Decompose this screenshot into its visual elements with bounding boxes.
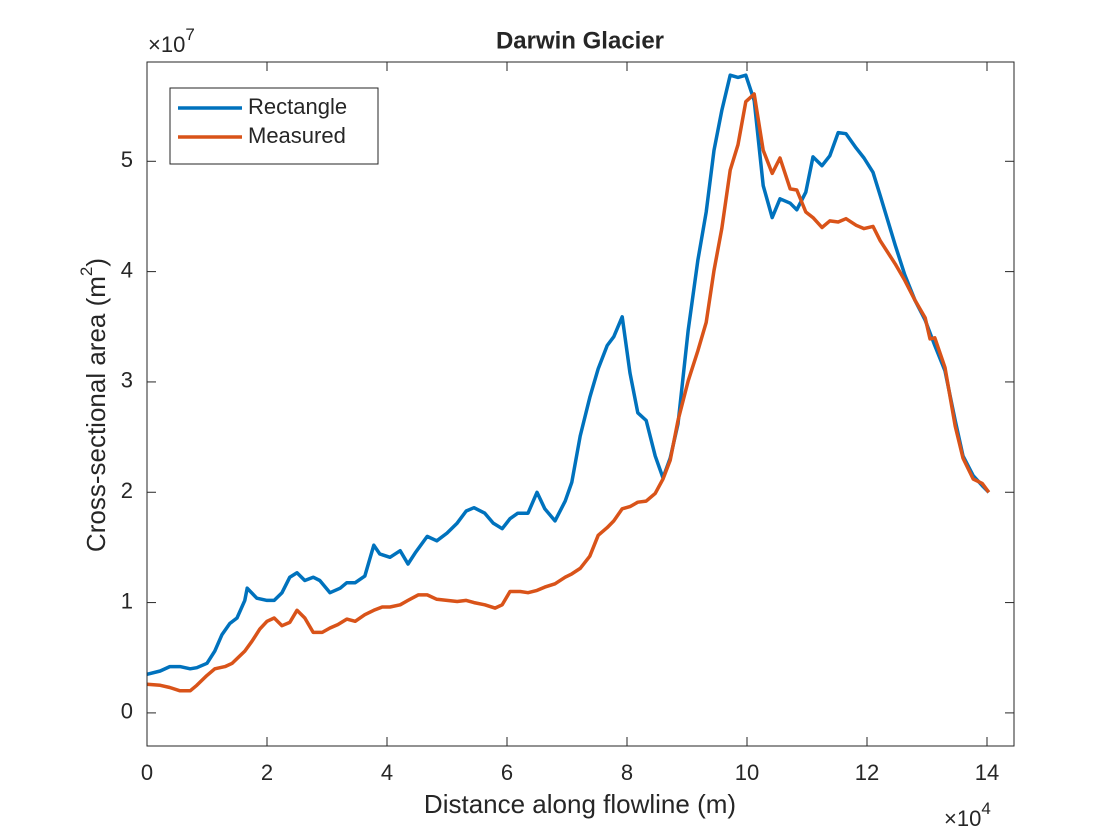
y-multiplier-exp: 7 (185, 25, 194, 44)
x-tick-label: 0 (141, 760, 153, 785)
x-tick-label: 8 (621, 760, 633, 785)
y-label-sup: 2 (77, 267, 96, 276)
x-multiplier-exp: 4 (981, 799, 990, 818)
y-tick-label: 2 (121, 478, 133, 503)
y-axis-label: Cross-sectional area (m2) (77, 258, 110, 552)
legend-box (169, 87, 379, 165)
y-label-text: Cross-sectional area (m (81, 276, 111, 552)
x-tick-label: 4 (381, 760, 393, 785)
y-tick-label: 1 (121, 588, 133, 613)
y-tick-label: 3 (121, 368, 133, 393)
y-multiplier: ×107 (148, 25, 195, 56)
legend-label: Measured (248, 123, 346, 148)
y-tick-label: 0 (121, 699, 133, 724)
y-tick-label: 4 (121, 257, 133, 282)
legend-label: Rectangle (248, 94, 347, 119)
x-tick-label: 12 (855, 760, 879, 785)
x-multiplier-base: ×10 (944, 806, 981, 831)
data-line (146, 73, 991, 676)
y-tick-label: 5 (121, 147, 133, 172)
y-multiplier-base: ×10 (148, 32, 185, 57)
chart-title: Darwin Glacier (496, 27, 664, 54)
axes-box (146, 61, 1015, 747)
x-tick-label: 6 (501, 760, 513, 785)
x-multiplier: ×104 (944, 799, 991, 830)
x-axis-label: Distance along flowline (m) (424, 789, 736, 819)
y-label-text: ) (81, 258, 111, 267)
data-line (146, 92, 991, 693)
x-tick-label: 2 (261, 760, 273, 785)
x-tick-label: 14 (975, 760, 999, 785)
x-tick-label: 10 (735, 760, 759, 785)
